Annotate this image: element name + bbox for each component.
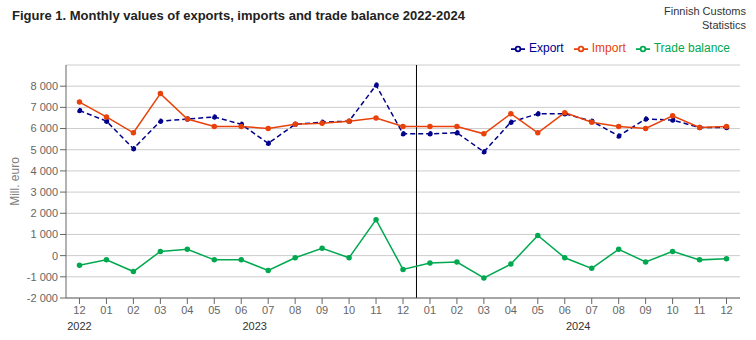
svg-text:1 000: 1 000 <box>30 228 58 240</box>
svg-text:5 000: 5 000 <box>30 144 58 156</box>
svg-text:07: 07 <box>586 304 598 316</box>
svg-text:07: 07 <box>262 304 274 316</box>
html-text:2023: 2023 <box>242 320 267 332</box>
svg-text:05: 05 <box>208 304 220 316</box>
svg-text:04: 04 <box>505 304 517 316</box>
svg-text:03: 03 <box>154 304 166 316</box>
html-text:Trade balance: Trade balance <box>653 41 730 55</box>
svg-text:09: 09 <box>316 304 328 316</box>
svg-text:02: 02 <box>127 304 139 316</box>
svg-text:7 000: 7 000 <box>30 101 58 113</box>
svg-text:03: 03 <box>478 304 490 316</box>
svg-text:12: 12 <box>73 304 85 316</box>
svg-text:12: 12 <box>720 304 732 316</box>
svg-text:11: 11 <box>370 304 381 316</box>
svg-text:8 000: 8 000 <box>30 80 58 92</box>
svg-text:10: 10 <box>343 304 355 316</box>
svg-text:02: 02 <box>451 304 463 316</box>
svg-text:01: 01 <box>424 304 436 316</box>
svg-text:08: 08 <box>289 304 301 316</box>
svg-text:Mill. euro: Mill. euro <box>8 157 22 206</box>
html-text:Export: Export <box>529 41 564 55</box>
svg-text:0: 0 <box>52 250 58 262</box>
svg-text:11: 11 <box>694 304 705 316</box>
svg-text:06: 06 <box>559 304 571 316</box>
svg-text:12: 12 <box>397 304 409 316</box>
svg-text:09: 09 <box>640 304 652 316</box>
html-text:2022: 2022 <box>67 320 92 332</box>
svg-text:01: 01 <box>100 304 112 316</box>
svg-text:04: 04 <box>181 304 193 316</box>
svg-text:3 000: 3 000 <box>30 186 58 198</box>
svg-text:4 000: 4 000 <box>30 165 58 177</box>
html-text:Import: Import <box>591 41 626 55</box>
html-text:Finnish Customs Statistics: Finnish Customs Statistics <box>664 5 746 32</box>
svg-text:2 000: 2 000 <box>30 207 58 219</box>
svg-text:06: 06 <box>235 304 247 316</box>
html-text:Figure 1. Monthly values of ex: Figure 1. Monthly values of exports, imp… <box>12 8 465 23</box>
svg-text:05: 05 <box>532 304 544 316</box>
svg-text:6 000: 6 000 <box>30 122 58 134</box>
html-text:2024: 2024 <box>566 320 591 332</box>
svg-text:-1 000: -1 000 <box>27 271 58 283</box>
svg-text:08: 08 <box>613 304 625 316</box>
svg-text:-2 000: -2 000 <box>27 292 58 304</box>
svg-text:10: 10 <box>666 304 678 316</box>
